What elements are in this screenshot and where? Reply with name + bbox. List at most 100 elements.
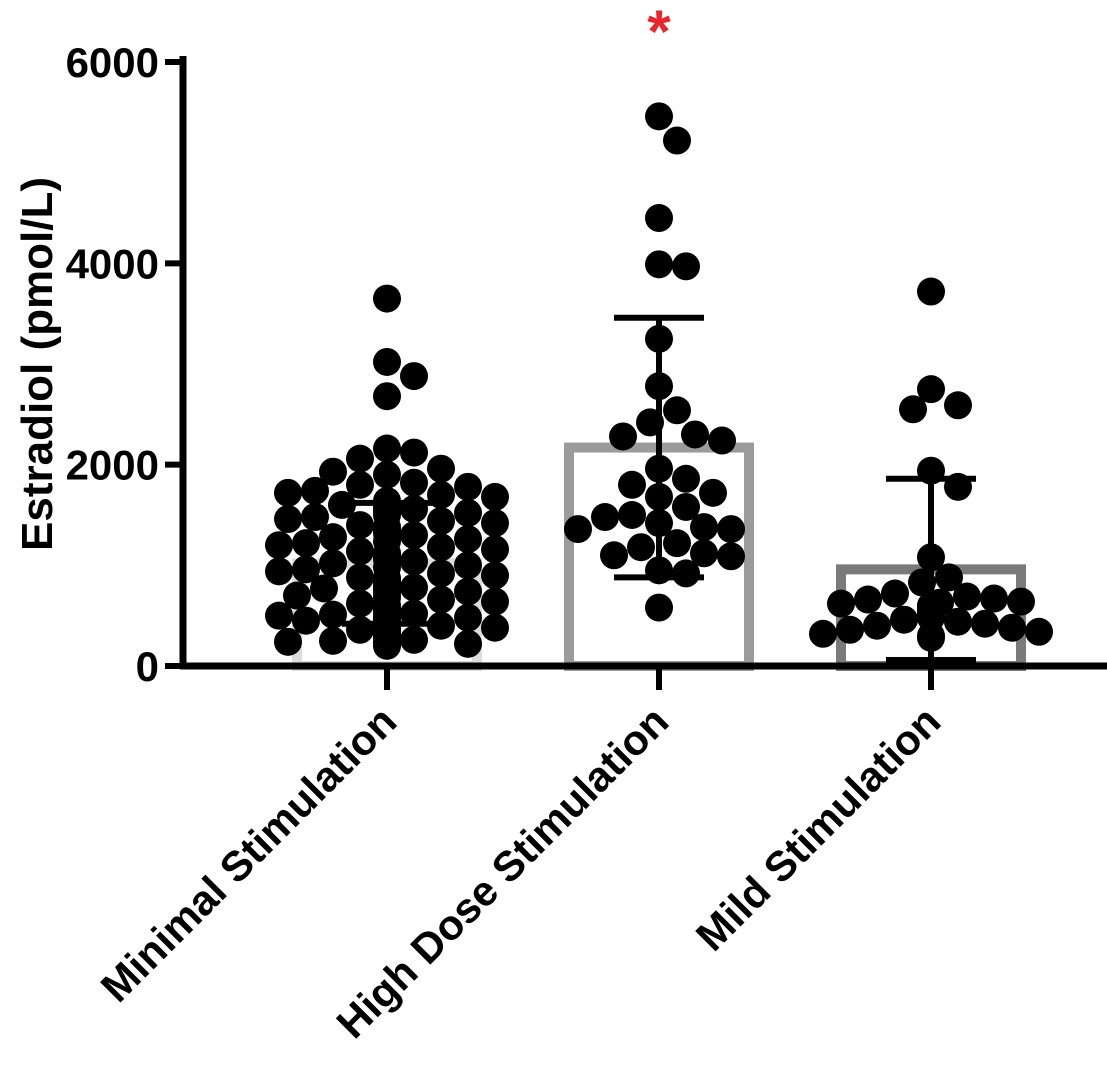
data-point-1-13: [454, 472, 482, 501]
data-point-1-81: [319, 600, 347, 629]
data-point-3-12: [980, 584, 1008, 613]
data-point-3-11: [953, 582, 981, 611]
data-point-3-29: [836, 615, 864, 644]
data-point-3-4: [899, 395, 927, 424]
data-point-3-1: [917, 277, 945, 306]
data-point-1-8: [427, 454, 455, 483]
data-point-2-8: [663, 396, 691, 425]
data-point-1-26: [301, 503, 329, 532]
data-point-1-72: [427, 585, 455, 614]
data-point-1-68: [454, 577, 482, 606]
data-point-1-82: [265, 601, 293, 630]
significance-asterisk: *: [647, 0, 671, 65]
data-point-3-10: [881, 579, 909, 608]
data-point-1-53: [427, 559, 455, 588]
data-point-1-10: [373, 460, 401, 489]
data-point-1-66: [310, 574, 338, 603]
data-point-2-3: [645, 204, 673, 233]
data-point-2-18: [672, 492, 700, 521]
data-point-1-73: [481, 587, 509, 616]
data-point-1-35: [319, 523, 347, 552]
data-point-1-49: [454, 551, 482, 580]
data-point-2-1: [645, 102, 673, 131]
data-point-2-27: [690, 539, 718, 568]
data-point-1-84: [454, 603, 482, 632]
data-point-1-74: [346, 589, 374, 618]
data-point-1-96: [346, 615, 374, 644]
data-point-2-24: [564, 515, 592, 544]
data-point-3-31: [809, 619, 837, 648]
data-point-1-5: [373, 434, 401, 463]
data-point-2-26: [627, 533, 655, 562]
data-point-1-47: [400, 547, 428, 576]
data-point-1-42: [346, 537, 374, 566]
data-point-1-38: [292, 529, 320, 558]
data-point-2-11: [609, 422, 637, 451]
data-point-3-26: [971, 609, 999, 638]
data-point-2-22: [690, 513, 718, 542]
data-point-1-14: [301, 476, 329, 505]
data-point-3-16: [827, 589, 855, 618]
data-point-1-48: [319, 549, 347, 578]
data-point-1-92: [427, 611, 455, 640]
data-point-3-13: [854, 585, 882, 614]
data-point-1-17: [481, 482, 509, 511]
data-point-2-31: [672, 559, 700, 588]
data-point-2-32: [645, 593, 673, 622]
data-point-1-22: [400, 494, 428, 523]
data-point-1-51: [292, 555, 320, 584]
data-point-3-8: [935, 563, 963, 592]
data-point-2-28: [600, 541, 628, 570]
data-point-1-40: [427, 533, 455, 562]
data-point-2-20: [591, 503, 619, 532]
data-point-3-24: [890, 605, 918, 634]
data-point-1-94: [481, 613, 509, 642]
data-point-3-14: [1007, 587, 1035, 616]
data-point-1-7: [346, 444, 374, 473]
data-point-2-16: [699, 478, 727, 507]
data-point-1-12: [346, 470, 374, 499]
data-point-1-108: [274, 627, 302, 656]
data-point-1-106: [400, 625, 428, 654]
data-point-1-1: [373, 284, 401, 313]
data-point-1-41: [481, 535, 509, 564]
data-point-1-28: [427, 507, 455, 536]
data-point-1-16: [427, 480, 455, 509]
data-point-1-6: [400, 438, 428, 467]
data-point-1-2: [373, 347, 401, 376]
data-point-1-80: [400, 599, 428, 628]
data-point-1-54: [481, 561, 509, 590]
data-point-3-25: [944, 607, 972, 636]
data-point-3-27: [863, 611, 891, 640]
data-point-2-29: [717, 542, 745, 571]
data-point-1-36: [454, 525, 482, 554]
y-axis-title: Estradiol (pmol/L): [13, 177, 62, 551]
y-tick-label-2000: 2000: [66, 442, 159, 489]
data-point-1-112: [373, 631, 401, 660]
data-point-1-110: [454, 629, 482, 658]
y-tick-label-6000: 6000: [66, 39, 159, 86]
data-point-1-87: [292, 606, 320, 635]
data-point-1-24: [454, 498, 482, 527]
data-point-1-30: [346, 511, 374, 540]
data-point-3-30: [1025, 617, 1053, 646]
x-category-label-1: Minimal Stimulation: [92, 697, 406, 1011]
data-point-1-4: [373, 382, 401, 411]
data-point-2-10: [681, 420, 709, 449]
data-point-2-23: [717, 515, 745, 544]
data-point-2-15: [618, 470, 646, 499]
data-point-1-107: [319, 626, 347, 655]
data-point-1-15: [274, 478, 302, 507]
data-point-1-52: [265, 557, 293, 586]
data-point-1-65: [400, 573, 428, 602]
y-tick-label-4000: 4000: [66, 240, 159, 287]
data-point-2-25: [663, 529, 691, 558]
data-point-3-2: [917, 375, 945, 404]
data-point-1-55: [346, 563, 374, 592]
data-point-3-28: [998, 613, 1026, 642]
y-tick-label-0: 0: [136, 643, 159, 690]
data-point-2-14: [672, 464, 700, 493]
x-category-label-3: Mild Stimulation: [687, 697, 950, 960]
